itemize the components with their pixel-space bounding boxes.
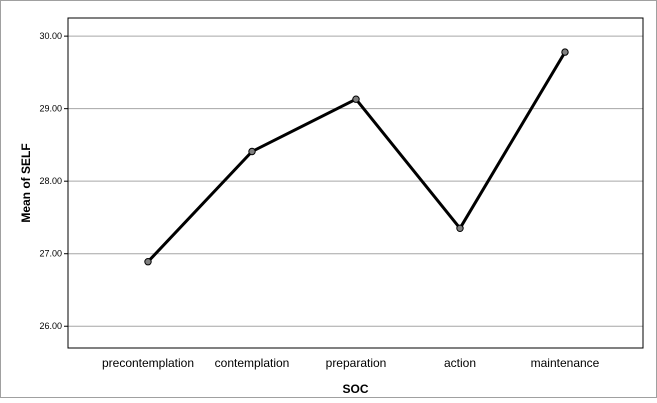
x-tick-label-contemplation: contemplation: [215, 356, 290, 370]
data-point-contemplation: [248, 147, 256, 156]
x-axis-ticks: precontemplation contemplation preparation…: [102, 356, 600, 370]
data-point-precontemplation: [144, 258, 152, 266]
y-tick-label: 27.00: [39, 249, 62, 259]
x-tick-label-maintenance: maintenance: [531, 356, 600, 370]
data-point-preparation: [352, 95, 360, 103]
y-tick-label: 28.00: [39, 176, 62, 186]
data-point-action: [456, 224, 464, 233]
y-axis-label: Mean of SELF: [19, 143, 33, 222]
y-tick-label: 30.00: [39, 31, 62, 41]
gridlines: [68, 35, 643, 327]
x-tick-label-preparation: preparation: [326, 356, 387, 370]
plot-area-frame: [67, 17, 644, 349]
x-axis-label: SOC: [342, 382, 368, 396]
x-tick-label-action: action: [444, 356, 476, 370]
y-axis-ticks: 26.00 27.00 28.00 29.00 30.00: [39, 31, 68, 331]
y-tick-label: 26.00: [39, 321, 62, 331]
data-point-maintenance: [561, 48, 569, 56]
x-tick-label-precontemplation: precontemplation: [102, 356, 194, 370]
y-tick-label: 29.00: [39, 104, 62, 114]
series-layer: [144, 48, 569, 266]
